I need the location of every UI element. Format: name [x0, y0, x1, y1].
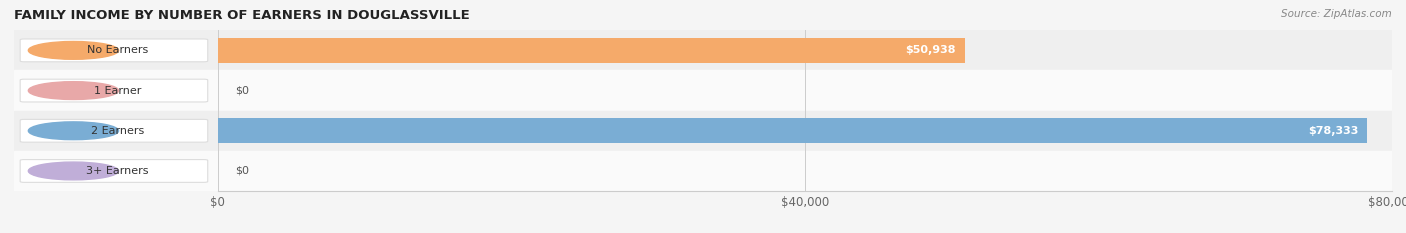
Bar — [14, 111, 218, 151]
Bar — [218, 71, 1392, 111]
FancyBboxPatch shape — [20, 119, 208, 142]
Bar — [14, 151, 218, 191]
Bar — [14, 71, 218, 111]
Bar — [218, 111, 1392, 151]
Text: $78,333: $78,333 — [1308, 126, 1358, 136]
Text: $0: $0 — [236, 86, 249, 96]
Bar — [14, 30, 218, 71]
Circle shape — [28, 41, 118, 59]
Circle shape — [28, 82, 118, 99]
Circle shape — [28, 162, 118, 180]
Text: Source: ZipAtlas.com: Source: ZipAtlas.com — [1281, 9, 1392, 19]
FancyBboxPatch shape — [20, 160, 208, 182]
Text: 2 Earners: 2 Earners — [91, 126, 145, 136]
Circle shape — [28, 122, 118, 140]
Text: $0: $0 — [236, 166, 249, 176]
Bar — [218, 30, 1392, 71]
Text: FAMILY INCOME BY NUMBER OF EARNERS IN DOUGLASSVILLE: FAMILY INCOME BY NUMBER OF EARNERS IN DO… — [14, 9, 470, 22]
Bar — [218, 151, 1392, 191]
Bar — [218, 38, 966, 63]
Text: $50,938: $50,938 — [905, 45, 956, 55]
Text: 1 Earner: 1 Earner — [94, 86, 141, 96]
Text: 3+ Earners: 3+ Earners — [86, 166, 149, 176]
FancyBboxPatch shape — [20, 39, 208, 62]
Text: No Earners: No Earners — [87, 45, 148, 55]
FancyBboxPatch shape — [20, 79, 208, 102]
Bar — [218, 118, 1368, 143]
